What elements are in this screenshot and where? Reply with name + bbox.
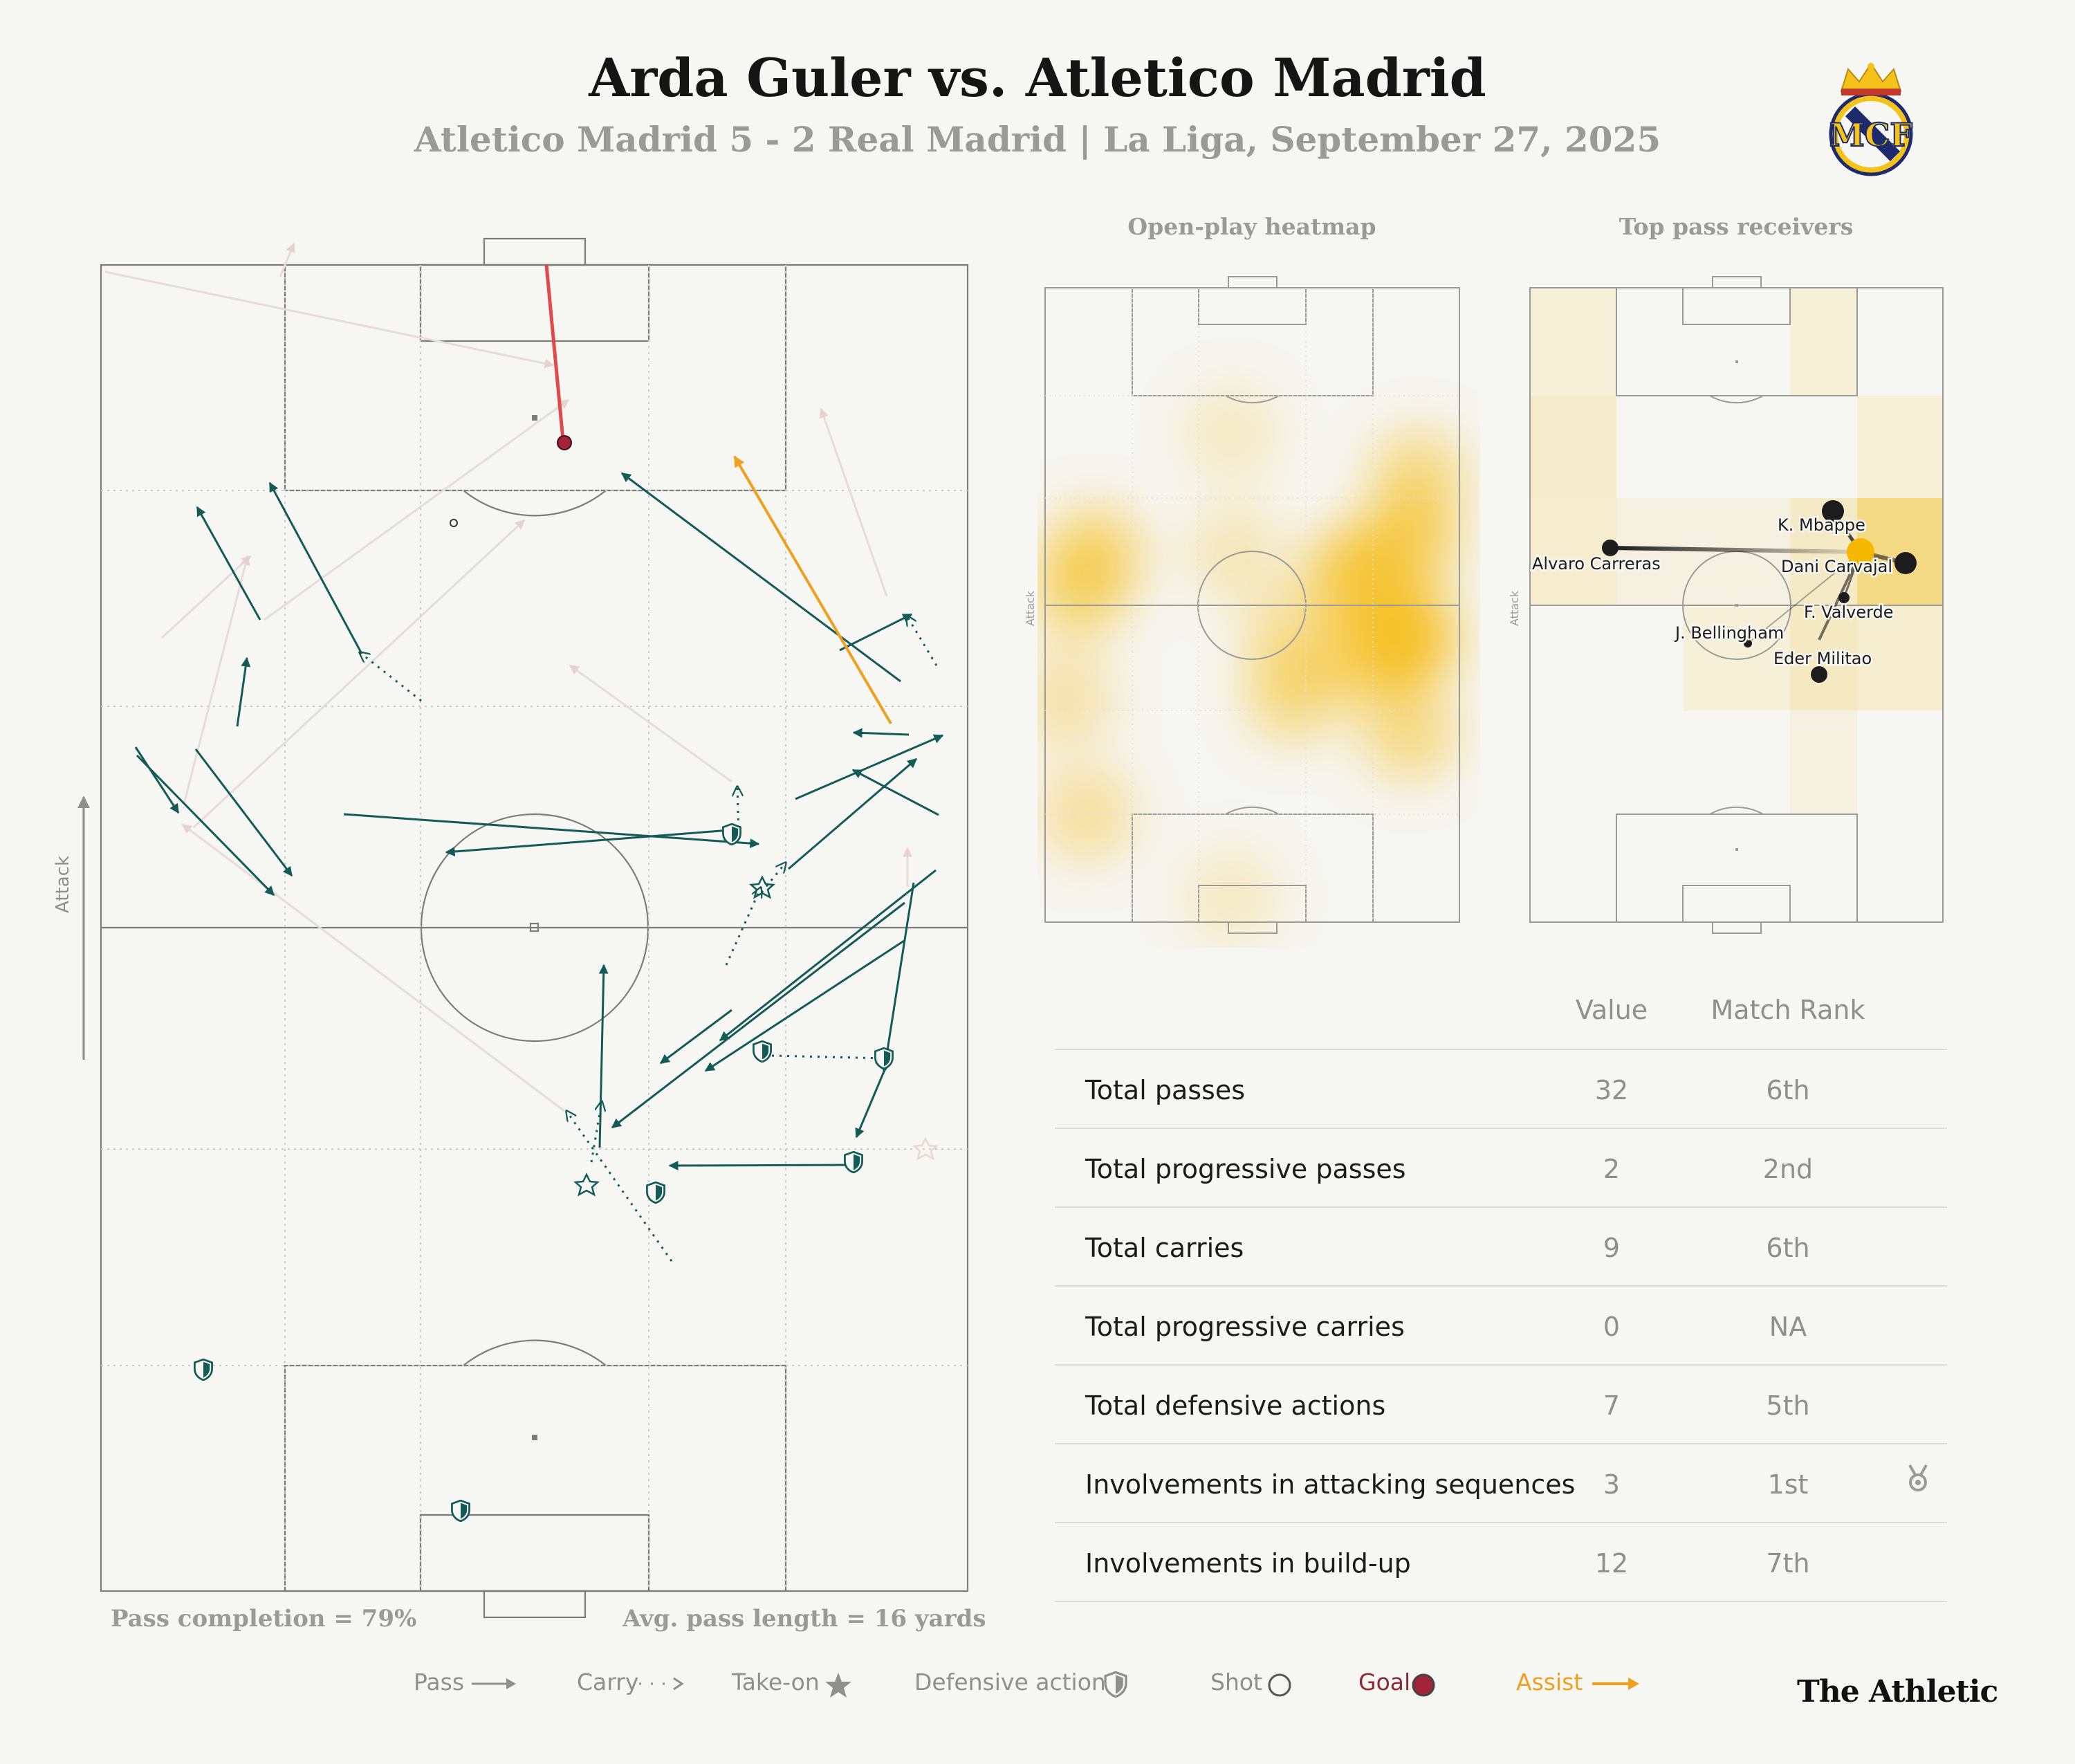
receiver-label: Alvaro Carreras	[1532, 554, 1661, 573]
stat-rank: 1st	[1767, 1469, 1809, 1500]
receiver-label: K. Mbappe	[1778, 515, 1865, 535]
heatmap-blob	[1370, 430, 1467, 527]
stat-rank: 6th	[1766, 1233, 1810, 1263]
svg-text:MCF: MCF	[1829, 116, 1913, 154]
carry-arrow-icon	[639, 1677, 684, 1691]
assist-arrow-icon	[1592, 1678, 1639, 1690]
legend: Pass Carry Take-on Defensive action Shot…	[0, 1669, 1729, 1710]
attack-label: Attack	[53, 855, 73, 913]
col-value-header: Value	[1575, 995, 1648, 1025]
receivers-pitch: K. Mbappe Dani Carvajal Alvaro Carreras …	[1529, 276, 1944, 934]
goal-circle-icon	[1412, 1673, 1435, 1697]
star-icon	[825, 1673, 851, 1698]
stat-value: 0	[1603, 1312, 1621, 1342]
table-bottom-rule	[1055, 1601, 1947, 1602]
receiver-label: J. Bellingham	[1674, 623, 1784, 643]
stat-rank: NA	[1769, 1312, 1807, 1342]
stats-row: Total progressive passes 2 2nd	[1055, 1128, 1947, 1207]
stats-row: Involvements in build-up 12 7th	[1055, 1522, 1947, 1601]
pass-arrow-icon	[472, 1678, 516, 1689]
receiver-label: Eder Militao	[1773, 649, 1872, 668]
shield-icon	[1104, 1671, 1127, 1698]
heatmap-attack-label: Attack	[1024, 590, 1037, 626]
legend-defensive: Defensive action	[914, 1669, 1106, 1696]
legend-take-on: Take-on	[732, 1669, 820, 1696]
col-rank-header: Match Rank	[1710, 995, 1865, 1025]
heatmap-blob	[1245, 588, 1343, 686]
receivers-title: Top pass receivers	[1618, 213, 1854, 240]
stat-value: 3	[1603, 1469, 1621, 1500]
stats-row: Involvements in attacking sequences 3 1st	[1055, 1443, 1947, 1523]
stats-row: Total carries 9 6th	[1055, 1206, 1947, 1286]
event-pitch	[77, 237, 969, 1619]
heatmap-blob	[1038, 766, 1135, 863]
stat-label: Total passes	[1085, 1075, 1246, 1105]
avg-pass-length: Avg. pass length = 16 yards	[622, 1605, 986, 1633]
receiver-label: F. Valverde	[1804, 603, 1894, 622]
pass-completion: Pass completion = 79%	[111, 1605, 417, 1633]
stat-label: Involvements in attacking sequences	[1085, 1469, 1576, 1500]
brand-logo: The Athletic	[1797, 1674, 1998, 1709]
heatmap-pitch	[1038, 276, 1467, 946]
stat-label: Total progressive carries	[1085, 1312, 1405, 1342]
stat-label: Involvements in build-up	[1085, 1548, 1411, 1579]
legend-assist: Assist	[1516, 1669, 1583, 1696]
club-crest-icon: MCF	[1829, 62, 1913, 176]
stat-value: 12	[1594, 1548, 1629, 1579]
stat-label: Total progressive passes	[1085, 1154, 1406, 1184]
stat-value: 7	[1603, 1390, 1621, 1421]
legend-goal: Goal	[1358, 1669, 1411, 1696]
legend-shot: Shot	[1210, 1669, 1262, 1696]
stat-rank: 5th	[1766, 1390, 1810, 1421]
heatmap-blob	[1183, 848, 1280, 946]
heatmap-blob	[1046, 506, 1143, 603]
heatmap-blob	[1320, 607, 1417, 704]
stat-rank: 7th	[1766, 1548, 1810, 1579]
stat-value: 2	[1603, 1154, 1621, 1184]
heatmap-blob	[1038, 652, 1114, 749]
legend-pass: Pass	[414, 1669, 465, 1696]
stat-value: 32	[1594, 1075, 1629, 1105]
heatmap-blob	[1183, 385, 1280, 482]
stat-rank: 2nd	[1762, 1154, 1814, 1184]
stat-label: Total carries	[1085, 1233, 1244, 1263]
stats-row: Total progressive carries 0 NA	[1055, 1285, 1947, 1365]
heatmap-blob	[1361, 683, 1459, 780]
legend-carry: Carry	[577, 1669, 639, 1696]
page-title: Arda Guler vs. Atletico Madrid	[589, 47, 1486, 109]
stats-row: Total defensive actions 7 5th	[1055, 1364, 1947, 1444]
stat-value: 9	[1603, 1233, 1621, 1263]
match-subtitle: Atletico Madrid 5 - 2 Real Madrid | La L…	[414, 119, 1661, 160]
receiver-label: Dani Carvajal	[1781, 557, 1892, 576]
stat-rank: 6th	[1766, 1075, 1810, 1105]
medal-icon	[1908, 1464, 1928, 1491]
receivers-attack-label: Attack	[1508, 590, 1521, 626]
stat-label: Total defensive actions	[1085, 1390, 1386, 1421]
shot-circle-icon	[1268, 1673, 1291, 1697]
stats-row: Total passes 32 6th	[1055, 1049, 1947, 1128]
heatmap-title: Open-play heatmap	[1127, 213, 1376, 240]
